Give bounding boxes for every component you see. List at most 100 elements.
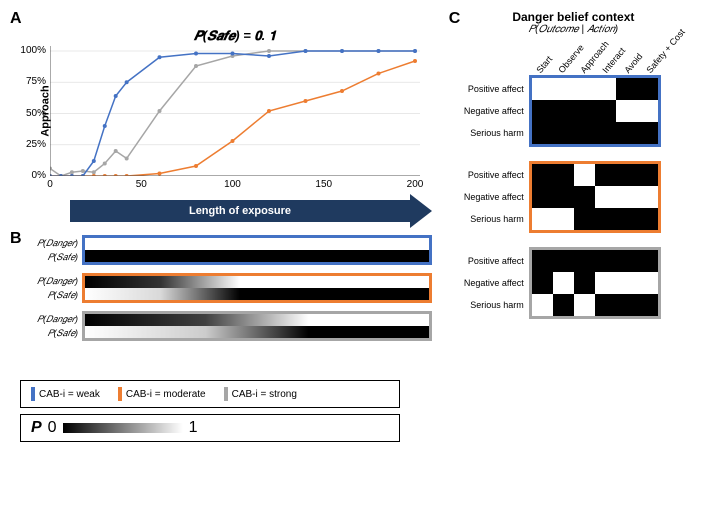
legend-label: CAB-i = weak [39, 389, 100, 400]
chart-a-title: 𝑷(𝑺𝒂𝒇𝒆) = 𝟎. 𝟏 [50, 28, 420, 44]
c-cell [532, 250, 553, 272]
panel-a-label: A [10, 10, 22, 28]
c-cell [616, 164, 637, 186]
chart-a: 𝑷(𝑺𝒂𝒇𝒆) = 𝟎. 𝟏 Approach 0%25%50%75%100%0… [50, 28, 420, 183]
c-cell [532, 164, 553, 186]
c-cell [637, 208, 658, 230]
chart-a-svg [50, 46, 420, 176]
c-row-label: Serious harm [449, 208, 524, 230]
c-col-label: Avoid [622, 51, 644, 75]
c-cell [637, 100, 658, 122]
legend-item: CAB-i = strong [224, 387, 297, 401]
b-row-safe [85, 326, 429, 338]
ytick: 75% [20, 76, 46, 87]
c-cell [616, 100, 637, 122]
c-cell [595, 100, 616, 122]
c-cell [574, 164, 595, 186]
xtick: 100 [224, 179, 241, 190]
c-matrix [529, 247, 661, 319]
c-cell [637, 294, 658, 316]
c-cell [553, 164, 574, 186]
c-row-label: Positive affect [449, 78, 524, 100]
legend-p-max: 1 [189, 419, 198, 437]
ytick: 100% [20, 45, 46, 56]
c-cell [553, 294, 574, 316]
c-cell [574, 186, 595, 208]
c-cell [595, 272, 616, 294]
c-cell [637, 186, 658, 208]
c-cell [532, 294, 553, 316]
c-cell [637, 272, 658, 294]
c-cell [553, 208, 574, 230]
exposure-arrow: Length of exposure [70, 200, 440, 226]
panel-c-title: Danger belief context [449, 10, 698, 24]
c-cell [532, 208, 553, 230]
c-row-label: Negative affect [449, 272, 524, 294]
b-labels: 𝑃(𝐷𝑎𝑛𝑔𝑒𝑟)𝑃(𝑆𝑎𝑓𝑒) [10, 236, 82, 264]
c-cell [532, 122, 553, 144]
c-cell [595, 164, 616, 186]
c-cell [553, 78, 574, 100]
panel-c-label: C [449, 10, 461, 28]
legend-swatch [118, 387, 122, 401]
b-bars [82, 235, 432, 265]
c-cell [574, 250, 595, 272]
c-cell [532, 272, 553, 294]
c-cell [616, 78, 637, 100]
b-row-danger [85, 238, 429, 250]
panel-c-matrices: StartObserveApproachInteractAvoidSafety … [529, 75, 698, 319]
c-cell [553, 122, 574, 144]
c-cell [532, 78, 553, 100]
xtick: 50 [136, 179, 147, 190]
legend-p-min: 0 [48, 419, 57, 437]
c-cell [637, 250, 658, 272]
c-cell [595, 78, 616, 100]
c-cell [595, 250, 616, 272]
c-cell [574, 100, 595, 122]
c-cell [595, 208, 616, 230]
c-cell [574, 272, 595, 294]
b-row-danger [85, 314, 429, 326]
legend-label: CAB-i = strong [232, 389, 297, 400]
xtick: 200 [407, 179, 424, 190]
b-labels: 𝑃(𝐷𝑎𝑛𝑔𝑒𝑟)𝑃(𝑆𝑎𝑓𝑒) [10, 274, 82, 302]
legend-label: CAB-i = moderate [126, 389, 206, 400]
b-labels: 𝑃(𝐷𝑎𝑛𝑔𝑒𝑟)𝑃(𝑆𝑎𝑓𝑒) [10, 312, 82, 340]
c-cell [553, 186, 574, 208]
belief-group: 𝑃(𝐷𝑎𝑛𝑔𝑒𝑟)𝑃(𝑆𝑎𝑓𝑒) [10, 311, 440, 341]
c-cell [574, 78, 595, 100]
c-cell [616, 186, 637, 208]
legend-swatch [31, 387, 35, 401]
b-row-safe [85, 250, 429, 262]
c-cell [595, 122, 616, 144]
b-row-safe [85, 288, 429, 300]
belief-group: 𝑃(𝐷𝑎𝑛𝑔𝑒𝑟)𝑃(𝑆𝑎𝑓𝑒) [10, 273, 440, 303]
c-cell [574, 122, 595, 144]
legend-swatch [224, 387, 228, 401]
c-row-label: Positive affect [449, 164, 524, 186]
c-cell [637, 164, 658, 186]
legend-item: CAB-i = weak [31, 387, 100, 401]
legend-item: CAB-i = moderate [118, 387, 206, 401]
c-col-label: Start [534, 54, 554, 75]
c-row-label: Positive affect [449, 250, 524, 272]
ytick: 0% [20, 170, 46, 181]
panel-b: 𝑃(𝐷𝑎𝑛𝑔𝑒𝑟)𝑃(𝑆𝑎𝑓𝑒) 𝑃(𝐷𝑎𝑛𝑔𝑒𝑟)𝑃(𝑆𝑎𝑓𝑒) 𝑃(𝐷𝑎𝑛𝑔… [10, 235, 440, 349]
xtick: 150 [315, 179, 332, 190]
c-cell [616, 250, 637, 272]
c-cell [637, 78, 658, 100]
c-row-label: Serious harm [449, 294, 524, 316]
c-cell [637, 122, 658, 144]
c-cell [616, 272, 637, 294]
ytick: 50% [20, 108, 46, 119]
xtick: 0 [47, 179, 53, 190]
c-cell [574, 294, 595, 316]
belief-group: 𝑃(𝐷𝑎𝑛𝑔𝑒𝑟)𝑃(𝑆𝑎𝑓𝑒) [10, 235, 440, 265]
c-cell [532, 186, 553, 208]
legend: CAB-i = weak CAB-i = moderate CAB-i = stro… [20, 380, 400, 442]
b-bars [82, 311, 432, 341]
c-cell [553, 100, 574, 122]
c-row-label: Negative affect [449, 186, 524, 208]
c-row-label: Serious harm [449, 122, 524, 144]
c-cell [616, 294, 637, 316]
